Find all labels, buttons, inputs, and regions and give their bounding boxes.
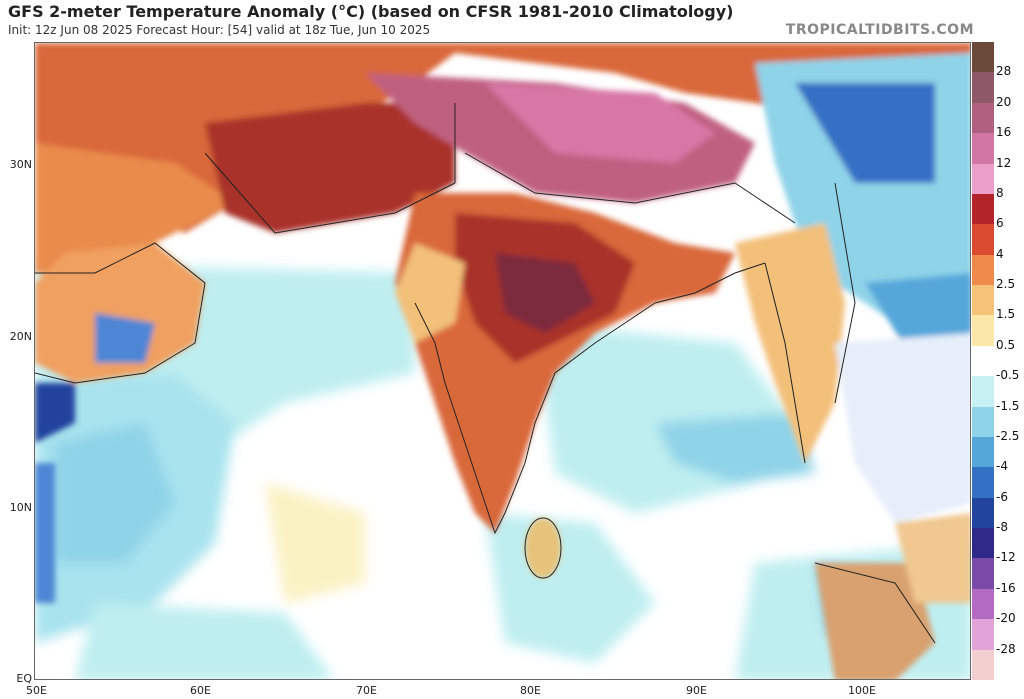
colorbar-swatch — [972, 224, 994, 256]
colorbar-label: -20 — [996, 611, 1016, 626]
colorbar-label: 28 — [996, 64, 1012, 79]
brand-logo[interactable]: TROPICALTIDBITS.COM — [785, 22, 974, 38]
colorbar-label: 6 — [996, 216, 1004, 231]
lon-label-80e: 80E — [520, 684, 541, 697]
colorbar-label: -8 — [996, 520, 1008, 535]
colorbar-swatch — [972, 163, 994, 195]
lat-label-10n: 10N — [9, 501, 32, 514]
temperature-anomaly-map — [34, 42, 971, 680]
lon-label-60e: 60E — [190, 684, 211, 697]
map-canvas — [35, 43, 970, 679]
colorbar-swatch — [972, 254, 994, 286]
colorbar-swatch — [972, 345, 994, 377]
lon-label-50e: 50E — [26, 684, 47, 697]
colorbar-label: 12 — [996, 155, 1012, 170]
colorbar-label: 20 — [996, 94, 1012, 109]
colorbar-swatch — [972, 42, 994, 73]
colorbar-label: 1.5 — [996, 307, 1016, 322]
colorbar-swatch — [972, 376, 994, 408]
colorbar-swatch — [972, 619, 994, 651]
colorbar-swatch — [972, 406, 994, 438]
country-borders — [35, 103, 936, 644]
colorbar-label: 4 — [996, 246, 1004, 261]
colorbar-label: -1.5 — [996, 398, 1020, 413]
colorbar-label: -2.5 — [996, 428, 1020, 443]
colorbar-swatch — [972, 72, 994, 104]
land-anomaly — [35, 43, 970, 679]
colorbar-label: 0.5 — [996, 337, 1016, 352]
colorbar-label: 2.5 — [996, 277, 1016, 292]
colorbar-label: -4 — [996, 459, 1008, 474]
colorbar-label: -12 — [996, 550, 1016, 565]
colorbar-swatch — [972, 558, 994, 590]
lon-label-90e: 90E — [686, 684, 707, 697]
map-title: GFS 2-meter Temperature Anomaly (°C) (ba… — [8, 2, 734, 21]
colorbar-label: 16 — [996, 125, 1012, 140]
colorbar-swatch — [972, 649, 994, 681]
colorbar-label: -28 — [996, 641, 1016, 656]
colorbar-swatch — [972, 193, 994, 225]
colorbar-swatch — [972, 497, 994, 529]
colorbar-swatch — [972, 436, 994, 468]
colorbar-label: -16 — [996, 580, 1016, 595]
lat-label-30n: 30N — [9, 158, 32, 171]
colorbar-label: -0.5 — [996, 368, 1020, 383]
lon-label-70e: 70E — [356, 684, 377, 697]
lon-label-100e: 100E — [848, 684, 876, 697]
forecast-info: Init: 12z Jun 08 2025 Forecast Hour: [54… — [8, 23, 431, 37]
lat-label-20n: 20N — [9, 330, 32, 343]
colorbar-swatch — [972, 315, 994, 347]
colorbar-swatch — [972, 285, 994, 316]
colorbar-swatch — [972, 528, 994, 559]
lat-label-eq: EQ — [16, 672, 32, 685]
colorbar-label: 8 — [996, 185, 1004, 200]
colorbar-swatch — [972, 467, 994, 499]
colorbar — [972, 42, 994, 681]
colorbar-label: -6 — [996, 489, 1008, 504]
colorbar-swatch — [972, 588, 994, 620]
colorbar-swatch — [972, 133, 994, 165]
colorbar-swatch — [972, 102, 994, 134]
